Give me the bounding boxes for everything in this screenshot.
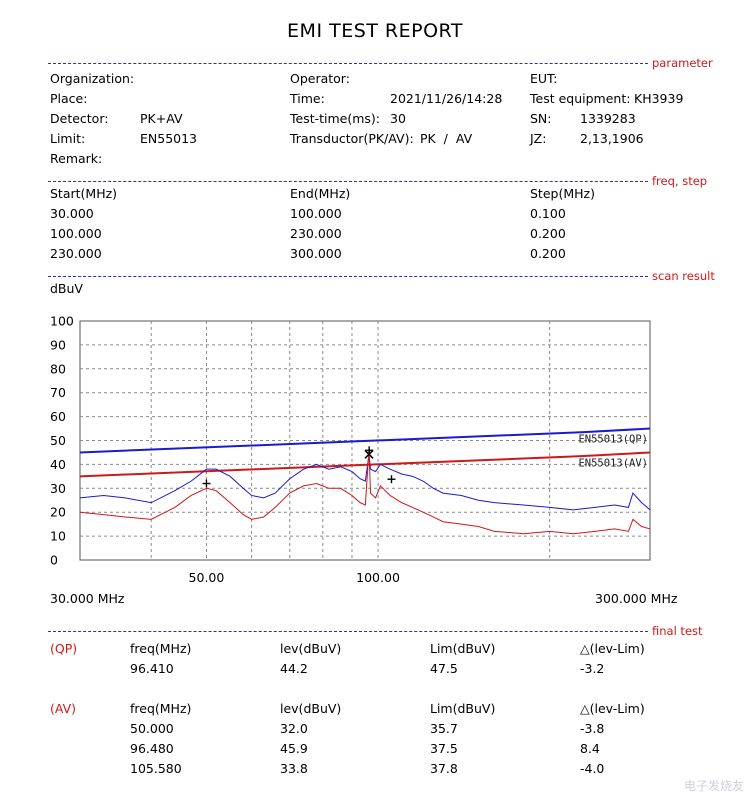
sn-label: SN:: [530, 111, 552, 126]
qp-cell: 47.5: [430, 661, 458, 676]
x-axis-start-label: 30.000 MHz: [50, 591, 125, 606]
y-tick-label: 100: [50, 314, 74, 329]
marker: [365, 446, 374, 455]
transductor-value: PK / AV: [420, 131, 473, 146]
av-cell: 96.480: [130, 741, 174, 756]
section-divider-final-test: [48, 631, 648, 632]
test-equipment-label: Test equipment:: [530, 91, 631, 106]
limit-label: EN55013(AV): [578, 457, 648, 469]
qp-cell: 44.2: [280, 661, 308, 676]
freq-step-cell: 30.000: [50, 206, 94, 221]
freq-step-cell: 100.000: [50, 226, 102, 241]
limit-label: Limit:: [50, 131, 86, 146]
y-tick-label: 40: [50, 457, 66, 472]
time-label: Time:: [290, 91, 325, 106]
limit-line: [79, 427, 651, 454]
detector-value: PK+AV: [140, 111, 183, 126]
qp-cell: -3.2: [580, 661, 605, 676]
marker: [387, 475, 396, 484]
marker-stroke: [364, 449, 374, 459]
freq-step-cell: 0.200: [530, 226, 566, 241]
av-cell: -3.8: [580, 721, 605, 736]
freq-step-cell: 0.200: [530, 246, 566, 261]
av-cell: 33.8: [280, 761, 308, 776]
chart-limit-lines: [79, 427, 651, 478]
qp-header-freq: freq(MHz): [130, 641, 192, 656]
limit-label: EN55013(QP): [578, 434, 648, 446]
freq-step-header-start: Start(MHz): [50, 186, 118, 201]
av-cell: -4.0: [580, 761, 605, 776]
y-tick-label: 90: [50, 337, 66, 352]
freq-step-cell: 230.000: [50, 246, 102, 261]
operator-label: Operator:: [290, 71, 350, 86]
organization-label: Organization:: [50, 71, 135, 86]
x-tick-label: 100.00: [356, 570, 400, 585]
av-cell: 50.000: [130, 721, 174, 736]
chart-markers: [202, 446, 396, 488]
test-time-label: Test-time(ms):: [290, 111, 381, 126]
time-value: 2021/11/26/14:28: [390, 91, 503, 106]
av-cell: 37.5: [430, 741, 458, 756]
marker: [202, 479, 211, 488]
qp-header-lim: Lim(dBuV): [430, 641, 496, 656]
section-divider-parameter: [48, 63, 648, 64]
freq-step-cell: 100.000: [290, 206, 342, 221]
chart-labels: 0 10 20 30 40 50 60 70 80 90 100 50.00 100.00 EN55013…: [50, 314, 648, 586]
remark-label: Remark:: [50, 151, 103, 166]
y-tick-label: 50: [50, 433, 66, 448]
jz-label: JZ:: [530, 131, 547, 146]
qp-cell: 96.410: [130, 661, 174, 676]
av-cell: 37.8: [430, 761, 458, 776]
report-title: EMI TEST REPORT: [287, 20, 463, 42]
av-tag: (AV): [50, 701, 77, 716]
transductor-label: Transductor(PK/AV):: [290, 131, 414, 146]
emi-scan-chart: 0 10 20 30 40 50 60 70 80 90 100 50.00 100.00 EN55013…: [50, 281, 678, 606]
section-label-freq-step: freq, step: [652, 174, 708, 188]
y-tick-label: 10: [50, 529, 66, 544]
av-header-lev: lev(dBuV): [280, 701, 342, 716]
qp-tag: (QP): [50, 641, 78, 656]
freq-step-cell: 230.000: [290, 226, 342, 241]
qp-header-lev: lev(dBuV): [280, 641, 342, 656]
av-cell: 8.4: [580, 741, 600, 756]
jz-value: 2,13,1906: [580, 131, 644, 146]
section-label-final-test: final test: [652, 624, 703, 638]
limit-line: [79, 451, 651, 478]
freq-step-cell: 300.000: [290, 246, 342, 261]
x-axis-end-label: 300.000 MHz: [595, 591, 678, 606]
section-divider-scan-result: [48, 276, 648, 277]
freq-step-header-end: End(MHz): [290, 186, 351, 201]
y-tick-label: 80: [50, 361, 66, 376]
place-label: Place:: [50, 91, 88, 106]
freq-step-header-step: Step(MHz): [530, 186, 595, 201]
qp-header-delta: △(lev-Lim): [580, 641, 645, 656]
marker: [364, 449, 374, 459]
test-equipment-value: KH3939: [634, 91, 684, 106]
av-header-freq: freq(MHz): [130, 701, 192, 716]
test-time-value: 30: [390, 111, 406, 126]
x-tick-label: 50.00: [189, 570, 225, 585]
av-cell: 35.7: [430, 721, 458, 736]
av-header-delta: △(lev-Lim): [580, 701, 645, 716]
y-tick-label: 30: [50, 481, 66, 496]
freq-step-cell: 0.100: [530, 206, 566, 221]
y-tick-label: 70: [50, 385, 66, 400]
av-cell: 32.0: [280, 721, 308, 736]
y-tick-label: 60: [50, 409, 66, 424]
av-header-lim: Lim(dBuV): [430, 701, 496, 716]
detector-label: Detector:: [50, 111, 109, 126]
eut-label: EUT:: [530, 71, 558, 86]
limit-value: EN55013: [140, 131, 198, 146]
sn-value: 1339283: [580, 111, 636, 126]
y-tick-label: 0: [50, 553, 58, 568]
y-tick-label: 20: [50, 505, 66, 520]
av-cell: 45.9: [280, 741, 308, 756]
av-cell: 105.580: [130, 761, 182, 776]
section-label-parameter: parameter: [652, 56, 713, 70]
section-divider-freq-step: [48, 181, 648, 182]
section-label-scan-result: scan result: [652, 269, 715, 283]
watermark-logo: 电子发烧友: [683, 779, 744, 793]
y-axis-label: dBuV: [50, 281, 83, 296]
